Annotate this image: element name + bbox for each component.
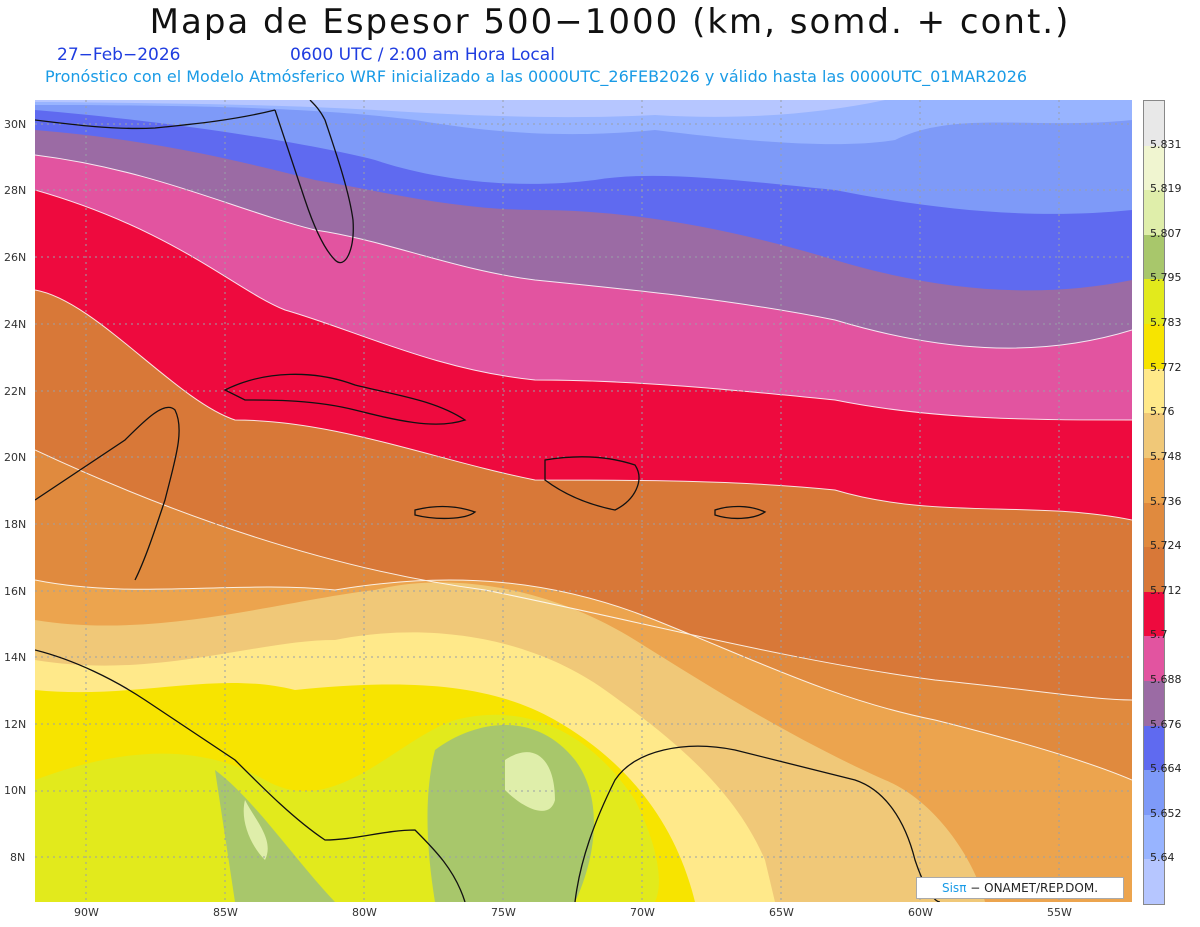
colorbar-cell	[1144, 101, 1164, 146]
model-description: Pronóstico con el Modelo Atmósferico WRF…	[45, 67, 1028, 86]
colorbar-label: 5.783	[1150, 316, 1182, 330]
forecast-date: 27−Feb−2026	[57, 45, 181, 65]
band-5628	[35, 100, 885, 118]
colorbar-cell	[1144, 636, 1164, 682]
colorbar-label: 5.76	[1150, 405, 1175, 419]
colorbar-label: 5.748	[1150, 449, 1182, 463]
credit-box: Sisπ − ONAMET/REP.DOM.	[916, 877, 1124, 899]
colorbar-label: 5.807	[1150, 226, 1182, 240]
colorbar-cell	[1144, 680, 1164, 726]
band-5640	[35, 100, 1132, 145]
colorbar-cell	[1144, 368, 1164, 414]
lat-tick: 16N	[4, 585, 27, 598]
colorbar-label: 5.664	[1150, 762, 1182, 776]
colorbar	[1143, 100, 1165, 905]
colorbar-cell	[1144, 591, 1164, 637]
lat-tick: 20N	[4, 451, 27, 464]
colorbar-cell	[1144, 547, 1164, 593]
lon-tick: 90W	[74, 906, 99, 919]
band-5795	[215, 725, 594, 902]
colorbar-cell	[1144, 324, 1164, 370]
colorbar-cell	[1144, 859, 1164, 905]
map-title: Mapa de Espesor 500−1000 (km, somd. + co…	[149, 2, 1071, 42]
colorbar-label: 5.819	[1150, 182, 1182, 196]
colorbar-cell	[1144, 190, 1164, 236]
colorbar-cell	[1144, 502, 1164, 548]
colorbar-label: 5.724	[1150, 539, 1182, 553]
colorbar-label: 5.652	[1150, 806, 1182, 820]
lat-tick: 14N	[4, 651, 27, 664]
lon-tick: 60W	[908, 906, 933, 919]
lat-lon-grid	[35, 100, 1132, 902]
colorbar-label: 5.712	[1150, 583, 1182, 597]
lon-tick: 65W	[769, 906, 794, 919]
colorbar-cell	[1144, 234, 1164, 280]
lon-tick: 80W	[352, 906, 377, 919]
lon-tick: 70W	[630, 906, 655, 919]
lat-tick: 24N	[4, 318, 27, 331]
credit-logo: Sisπ	[941, 881, 967, 895]
contour-lines	[35, 154, 1132, 781]
colorbar-cell	[1144, 279, 1164, 325]
lon-tick: 75W	[491, 906, 516, 919]
lat-tick: 8N	[10, 851, 26, 864]
lat-tick: 10N	[4, 784, 27, 797]
colorbar-label: 5.831	[1150, 137, 1182, 151]
forecast-time: 0600 UTC / 2:00 am Hora Local	[290, 45, 555, 65]
lat-tick: 22N	[4, 385, 27, 398]
colorbar-label: 5.795	[1150, 271, 1182, 285]
colorbar-cell	[1144, 145, 1164, 191]
colorbar-cell	[1144, 725, 1164, 771]
colorbar-label: 5.772	[1150, 360, 1182, 374]
colorbar-cell	[1144, 413, 1164, 459]
lon-tick: 55W	[1047, 906, 1072, 919]
lat-tick: 26N	[4, 251, 27, 264]
colorbar-label: 5.7	[1150, 628, 1168, 642]
band-5807	[243, 752, 556, 860]
coastlines	[35, 100, 941, 902]
colorbar-cell	[1144, 814, 1164, 860]
colorbar-cell	[1144, 770, 1164, 816]
thickness-map	[35, 100, 1132, 902]
colorbar-label: 5.64	[1150, 851, 1175, 865]
lat-tick: 30N	[4, 118, 27, 131]
thickness-map-canvas	[35, 100, 1132, 902]
lat-tick: 28N	[4, 184, 27, 197]
credit-text: − ONAMET/REP.DOM.	[970, 881, 1099, 895]
lat-tick: 12N	[4, 718, 27, 731]
colorbar-cell	[1144, 457, 1164, 503]
colorbar-label: 5.676	[1150, 717, 1182, 731]
lon-tick: 85W	[213, 906, 238, 919]
colorbar-label: 5.688	[1150, 672, 1182, 686]
lat-tick: 18N	[4, 518, 27, 531]
colorbar-label: 5.736	[1150, 494, 1182, 508]
